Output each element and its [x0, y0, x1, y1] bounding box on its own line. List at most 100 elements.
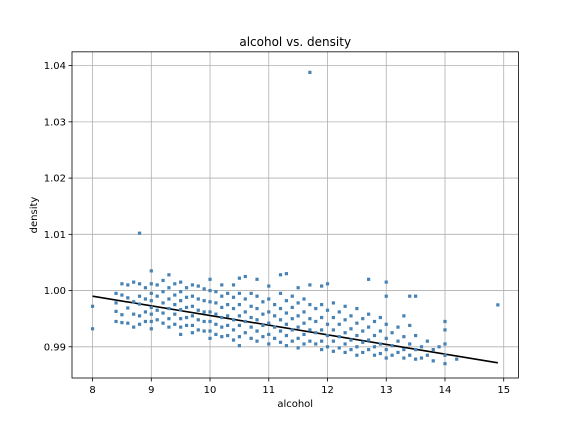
data-point [261, 300, 264, 303]
data-point [326, 309, 329, 312]
data-point [132, 326, 135, 329]
data-point [232, 307, 235, 310]
data-point [320, 303, 323, 306]
data-point [197, 309, 200, 312]
data-point [443, 342, 446, 345]
data-point [420, 345, 423, 348]
data-point [432, 359, 435, 362]
data-point [238, 292, 241, 295]
data-point [308, 283, 311, 286]
data-point [150, 320, 153, 323]
data-point [414, 295, 417, 298]
y-tick-label: 1.03 [44, 117, 66, 128]
data-point [208, 329, 211, 332]
data-point [208, 300, 211, 303]
data-point [203, 310, 206, 313]
data-point [302, 322, 305, 325]
data-point [308, 303, 311, 306]
data-point [285, 272, 288, 275]
data-point [126, 296, 129, 299]
data-point [226, 324, 229, 327]
data-point [191, 331, 194, 334]
data-point [367, 338, 370, 341]
data-point [238, 344, 241, 347]
data-point [250, 305, 253, 308]
data-point [91, 305, 94, 308]
data-point [179, 299, 182, 302]
data-point [367, 348, 370, 351]
data-point [203, 320, 206, 323]
data-point [167, 286, 170, 289]
data-point [232, 328, 235, 331]
data-point [273, 303, 276, 306]
data-point [302, 333, 305, 336]
data-point [338, 323, 341, 326]
data-point [332, 350, 335, 353]
data-point [426, 340, 429, 343]
data-point [267, 342, 270, 345]
data-point [226, 292, 229, 295]
data-point [203, 299, 206, 302]
data-point [255, 278, 258, 281]
data-point [191, 283, 194, 286]
data-point [379, 342, 382, 345]
data-point [373, 354, 376, 357]
data-point [332, 316, 335, 319]
data-point [267, 284, 270, 287]
data-point [179, 281, 182, 284]
data-point [261, 324, 264, 327]
data-point [167, 273, 170, 276]
data-point [179, 290, 182, 293]
data-point [402, 348, 405, 351]
data-point [379, 316, 382, 319]
data-point [220, 295, 223, 298]
data-point [161, 279, 164, 282]
data-point [302, 310, 305, 313]
data-point [285, 299, 288, 302]
data-point [150, 313, 153, 316]
data-point [185, 286, 188, 289]
x-tick-label: 11 [262, 385, 275, 396]
data-point [185, 324, 188, 327]
data-point [373, 320, 376, 323]
data-point [138, 232, 141, 235]
data-point [191, 324, 194, 327]
data-point [438, 345, 441, 348]
data-point [150, 327, 153, 330]
x-tick-label: 10 [204, 385, 217, 396]
data-point [238, 324, 241, 327]
data-point [220, 306, 223, 309]
data-point [455, 358, 458, 361]
data-point [91, 327, 94, 330]
data-point [396, 351, 399, 354]
data-point [208, 337, 211, 340]
data-point [426, 354, 429, 357]
data-point [344, 318, 347, 321]
data-point [244, 297, 247, 300]
data-point [320, 348, 323, 351]
data-point [349, 327, 352, 330]
data-point [185, 316, 188, 319]
data-point [161, 311, 164, 314]
data-point [214, 313, 217, 316]
data-point [373, 334, 376, 337]
data-point [208, 289, 211, 292]
data-point [408, 295, 411, 298]
data-point [191, 295, 194, 298]
y-tick-label: 1.00 [44, 286, 66, 297]
chart-title: alcohol vs. density [239, 35, 351, 49]
data-point [250, 337, 253, 340]
data-point [302, 297, 305, 300]
data-point [191, 305, 194, 308]
data-point [326, 282, 329, 285]
y-tick-label: 1.01 [44, 230, 66, 241]
data-point [279, 341, 282, 344]
data-point [191, 314, 194, 317]
data-point [208, 310, 211, 313]
data-point [167, 317, 170, 320]
data-point [379, 352, 382, 355]
data-point [167, 326, 170, 329]
data-point [320, 284, 323, 287]
data-point [308, 340, 311, 343]
